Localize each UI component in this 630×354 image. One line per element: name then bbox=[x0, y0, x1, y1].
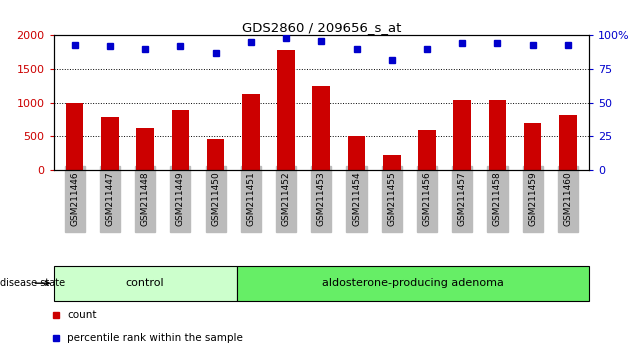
Bar bbox=[312, 86, 330, 170]
Bar bbox=[454, 100, 471, 170]
Text: aldosterone-producing adenoma: aldosterone-producing adenoma bbox=[322, 278, 504, 288]
Bar bbox=[242, 94, 260, 170]
Bar bbox=[101, 118, 118, 170]
Text: control: control bbox=[126, 278, 164, 288]
FancyBboxPatch shape bbox=[54, 266, 237, 301]
FancyBboxPatch shape bbox=[237, 266, 589, 301]
Text: count: count bbox=[67, 310, 96, 320]
Bar bbox=[171, 110, 189, 170]
Bar bbox=[559, 115, 576, 170]
Bar bbox=[524, 123, 542, 170]
Title: GDS2860 / 209656_s_at: GDS2860 / 209656_s_at bbox=[242, 21, 401, 34]
Bar bbox=[136, 127, 154, 170]
Bar bbox=[383, 155, 401, 170]
Bar bbox=[418, 130, 436, 170]
Bar bbox=[277, 50, 295, 170]
Text: disease state: disease state bbox=[0, 278, 65, 288]
Text: percentile rank within the sample: percentile rank within the sample bbox=[67, 333, 243, 343]
Bar bbox=[489, 100, 507, 170]
Bar bbox=[66, 103, 84, 170]
Bar bbox=[207, 139, 224, 170]
Bar bbox=[348, 136, 365, 170]
